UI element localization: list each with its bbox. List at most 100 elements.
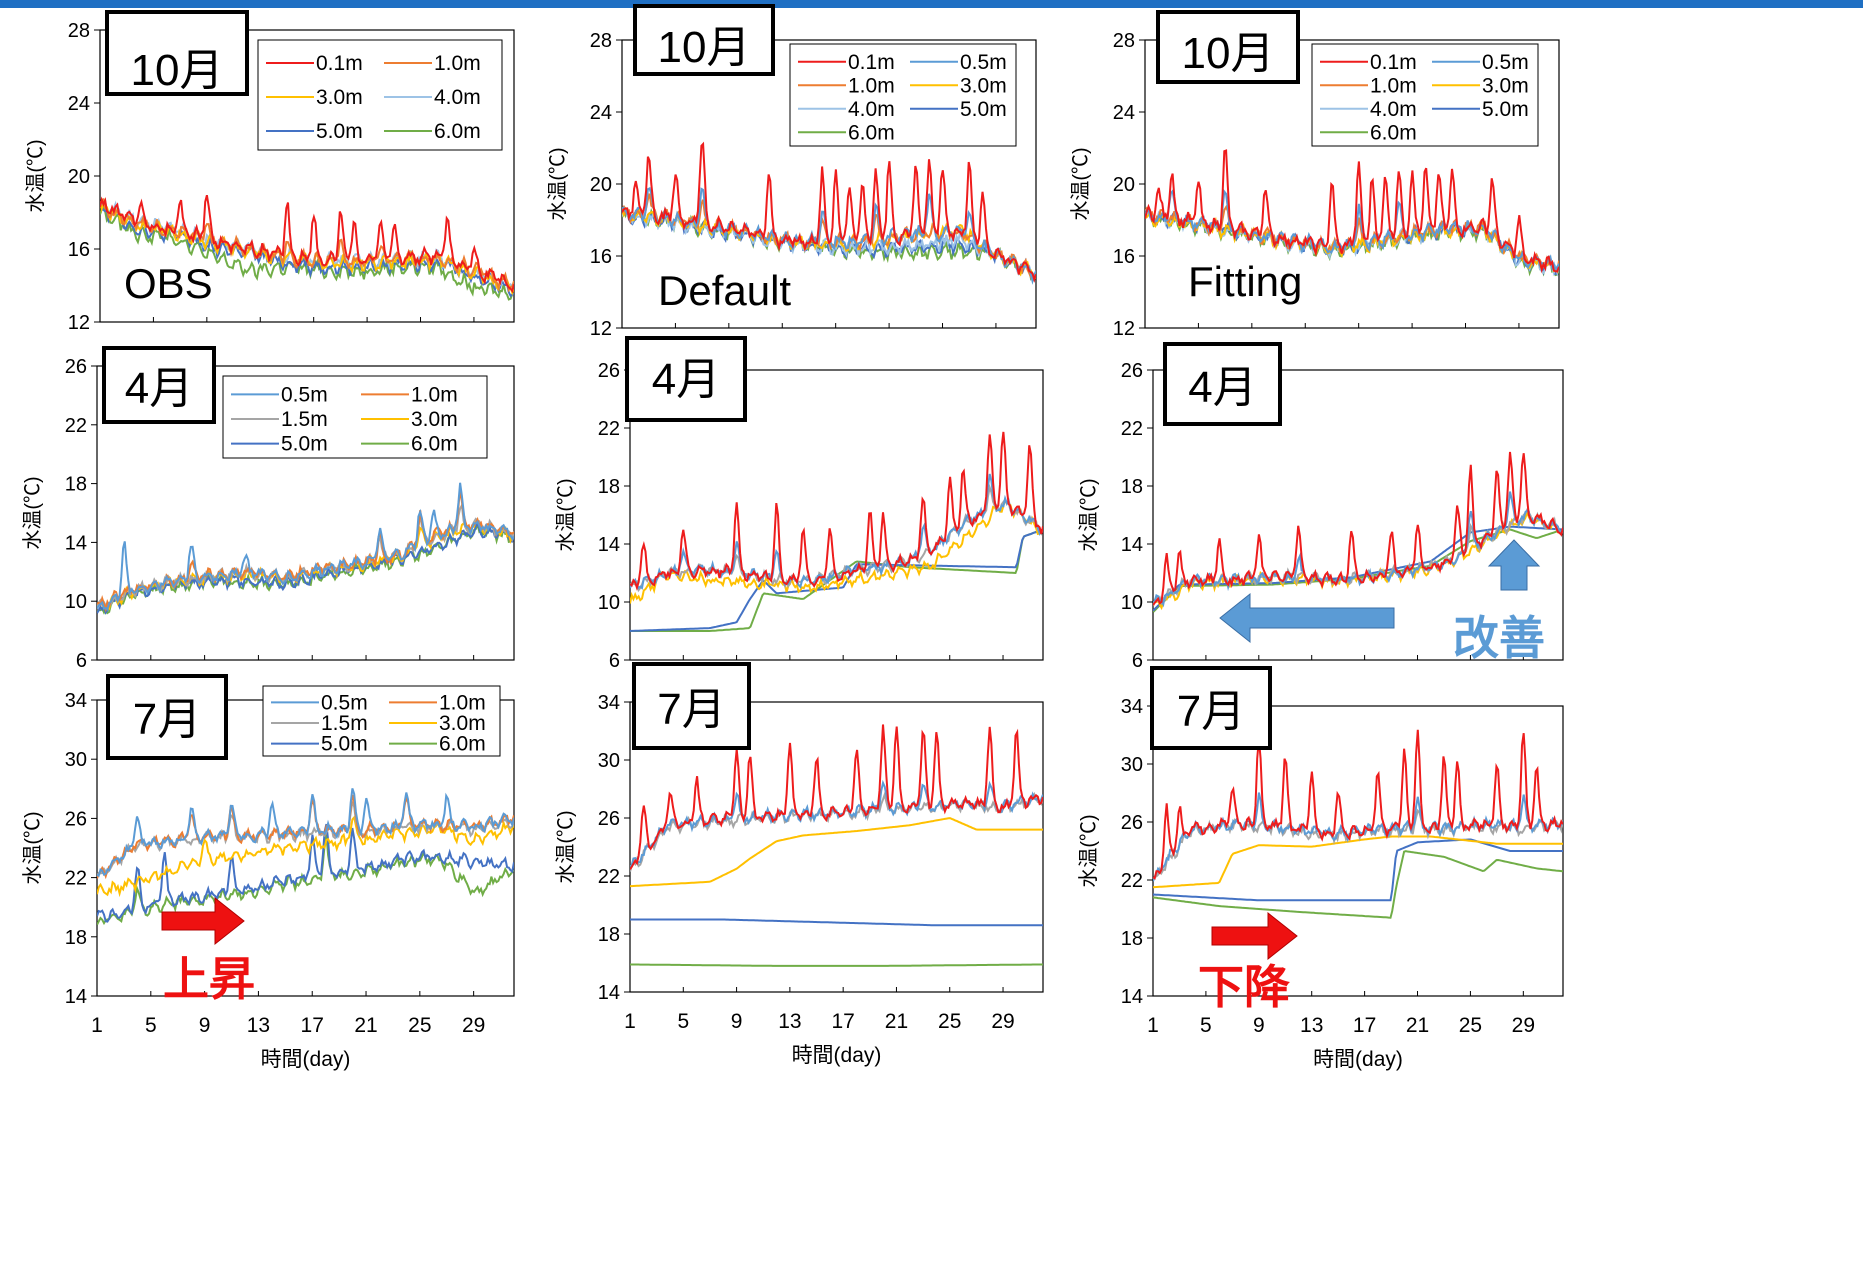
series-group <box>97 788 514 926</box>
legend-label-3-0m: 3.0m <box>411 408 458 431</box>
y-tick-label: 18 <box>1121 928 1143 950</box>
series-line-3-0m <box>1153 835 1563 889</box>
y-tick-label: 24 <box>68 93 90 115</box>
y-tick-label: 22 <box>65 415 87 437</box>
chart-panel-jul-fitting: 14 18 22 26 30 34 1 5 9 13 17 21 25 29 時間(day) 水温(℃) 7月 <box>1077 666 1564 1071</box>
y-tick-label: 34 <box>598 692 620 714</box>
legend-label-0-5m: 0.5m <box>281 383 328 406</box>
legend-label-3-0m: 3.0m <box>1482 74 1529 97</box>
y-axis-label: 水温(℃) <box>21 811 44 884</box>
x-tick-label: 29 <box>991 1010 1014 1033</box>
legend-label-1-5m: 1.5m <box>321 712 368 735</box>
legend-label-4-0m: 4.0m <box>434 86 481 109</box>
top-accent-bar <box>0 0 1863 8</box>
red-arrow-down <box>1211 911 1298 961</box>
series-line-3-0m <box>630 817 1043 888</box>
month-label: 10月 <box>131 46 224 95</box>
y-tick-label: 6 <box>1132 650 1143 672</box>
series-line-0-5m <box>97 482 514 612</box>
x-tick-label: 1 <box>624 1010 636 1033</box>
legend-label-6-0m: 6.0m <box>1370 121 1417 144</box>
series-group <box>97 482 514 615</box>
y-tick-label: 24 <box>1113 102 1135 124</box>
legend-label-0-5m: 0.5m <box>960 51 1007 74</box>
chart-panel-oct-default: 12 16 20 24 28 水温(℃) 0.1m 0.5m 1.0m 3.0m 4.0m 5.0m 6… <box>546 4 1037 340</box>
y-tick-label: 26 <box>1121 360 1143 382</box>
x-tick-label: 9 <box>1253 1014 1265 1037</box>
red-arrow-up <box>161 896 245 946</box>
legend-label-5-0m: 5.0m <box>281 433 328 456</box>
y-tick-label: 26 <box>598 808 620 830</box>
legend: 0.1m 0.5m 1.0m 3.0m 4.0m 5.0m 6.0m <box>789 43 1017 147</box>
method-label: Default <box>658 267 791 314</box>
month-label: 4月 <box>1188 363 1256 412</box>
x-tick-label: 5 <box>145 1014 157 1037</box>
legend: 0.1m 1.0m 3.0m 4.0m 5.0m 6.0m <box>257 39 503 151</box>
legend-label-0-5m: 0.5m <box>1482 51 1529 74</box>
legend-label-3-0m: 3.0m <box>316 86 363 109</box>
x-tick-label: 9 <box>199 1014 211 1037</box>
legend-label-3-0m: 3.0m <box>960 74 1007 97</box>
legend-label-0-1m: 0.1m <box>316 52 363 75</box>
y-tick-label: 6 <box>76 650 87 672</box>
y-tick-label: 22 <box>598 418 620 440</box>
series-group <box>100 194 514 301</box>
y-tick-label: 30 <box>598 750 620 772</box>
chart-panel-oct-fitting: 12 16 20 24 28 水温(℃) 0.1m 0.5m 1.0m 3.0m 4.0m 5.0m 6… <box>1069 10 1560 340</box>
series-line-0-1m <box>630 431 1043 591</box>
y-tick-label: 26 <box>1121 812 1143 834</box>
month-label: 4月 <box>652 355 720 404</box>
legend-label-6-0m: 6.0m <box>439 733 486 756</box>
y-axis-label: 水温(℃) <box>21 476 44 549</box>
y-tick-label: 14 <box>1121 534 1143 556</box>
y-tick-label: 28 <box>590 30 612 52</box>
series-line-0-5m <box>97 788 514 878</box>
series-line-3-0m <box>97 815 514 898</box>
month-label: 7月 <box>133 695 201 744</box>
series-line-3-0m <box>630 499 1043 604</box>
x-axis-label: 時間(day) <box>261 1048 351 1071</box>
series-line-0-1m <box>1153 451 1563 606</box>
y-tick-label: 18 <box>65 927 87 949</box>
x-tick-label: 21 <box>1406 1014 1429 1037</box>
x-tick-label: 1 <box>1147 1014 1159 1037</box>
chart-panel-apr-default: 6 10 14 18 22 26 水温(℃) 4月 <box>554 336 1044 672</box>
y-axis-label: 水温(℃) <box>554 810 577 883</box>
chart-panel-jul-default: 14 18 22 26 30 34 1 5 9 13 17 21 25 29 時間(day) 水温(℃) 7月 <box>554 662 1044 1067</box>
x-tick-label: 25 <box>1459 1014 1482 1037</box>
y-tick-label: 20 <box>68 166 90 188</box>
y-axis-label: 水温(℃) <box>24 139 47 212</box>
month-label-box <box>633 4 775 76</box>
x-tick-label: 21 <box>885 1010 908 1033</box>
series-line-0-1m <box>1145 149 1559 274</box>
month-label-box <box>102 346 216 424</box>
legend-label-5-0m: 5.0m <box>1482 98 1529 121</box>
x-tick-label: 25 <box>408 1014 431 1037</box>
y-tick-label: 22 <box>1121 870 1143 892</box>
series-group <box>1145 149 1559 277</box>
series-group <box>630 431 1043 632</box>
month-label-box <box>632 662 751 750</box>
y-tick-label: 6 <box>609 650 620 672</box>
y-tick-label: 12 <box>68 312 90 334</box>
y-tick-label: 22 <box>598 866 620 888</box>
y-tick-label: 14 <box>1121 986 1143 1008</box>
legend-label-5-0m: 5.0m <box>960 98 1007 121</box>
legend-label-0-5m: 0.5m <box>321 691 368 714</box>
legend-label-6-0m: 6.0m <box>848 121 895 144</box>
series-line-5-0m <box>630 918 1043 927</box>
y-tick-label: 26 <box>65 808 87 830</box>
legend-label-1-0m: 1.0m <box>434 52 481 75</box>
chart-panel-apr-obs: 6 10 14 18 22 26 水温(℃) 0.5m 1.0m 1.5m 3.0m 5.0m 6.0m… <box>21 346 515 672</box>
series-group <box>1153 451 1563 613</box>
y-tick-label: 12 <box>1113 318 1135 340</box>
y-tick-label: 14 <box>598 982 620 1004</box>
month-label: 7月 <box>1177 687 1245 736</box>
legend-label-1-0m: 1.0m <box>439 691 486 714</box>
series-line-0-1m <box>630 724 1043 870</box>
plot-area <box>1152 705 1564 997</box>
chart-panel-oct-obs: 12 16 20 24 28 水温(℃) 0.1m 1.0m 3.0m 4.0m 5.0m 6.0m 1… <box>24 10 515 334</box>
y-tick-label: 16 <box>1113 246 1135 268</box>
x-tick-label: 9 <box>731 1010 743 1033</box>
